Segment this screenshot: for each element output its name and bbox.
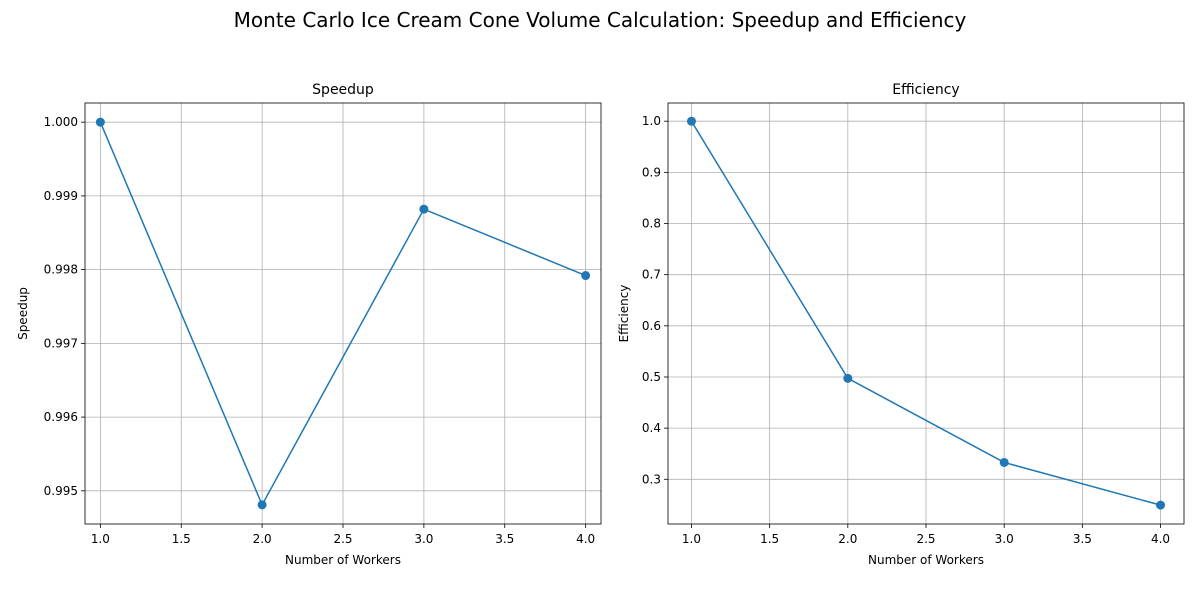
chart-1-x-tick-label: 4.0 [576, 532, 595, 546]
chart-1: 1.0 1.5 2.0 2.5 3.0 3.5 4.0 0.995 0.996 0.997 0.99… [16, 82, 602, 567]
chart-2-data-point [686, 116, 696, 126]
chart-1-x-tick-label: 2.0 [253, 532, 272, 546]
chart-1-x-tick-label: 3.5 [495, 532, 514, 546]
chart-2-x-tick-label: 1.5 [760, 532, 779, 546]
chart-2-x-tick-label: 1.0 [682, 532, 701, 546]
chart-1-x-tick-label: 3.0 [414, 532, 433, 546]
chart-2-x-tick-label: 4.0 [1151, 532, 1170, 546]
chart-2-x-tick-label: 2.5 [916, 532, 935, 546]
chart-1-y-tick-label: 0.999 [44, 189, 78, 203]
chart-2-x-tick-label: 3.5 [1073, 532, 1092, 546]
chart-1-data-point [419, 204, 429, 214]
chart-2-data-point [843, 373, 853, 383]
chart-2-y-tick-label: 0.3 [642, 472, 661, 486]
chart-1-data-point [257, 500, 267, 510]
chart-2-y-tick-label: 0.8 [642, 217, 661, 231]
chart-2-x-tick-label: 2.0 [838, 532, 857, 546]
chart-1-y-tick-label: 0.996 [44, 410, 78, 424]
chart-2-title: Efficiency [892, 82, 959, 98]
figure-title: Monte Carlo Ice Cream Cone Volume Calcul… [233, 8, 967, 32]
chart-2-ylabel: Efficiency [617, 285, 631, 343]
chart-1-title: Speedup [312, 82, 374, 98]
chart-2-y-tick-label: 0.7 [642, 268, 661, 282]
chart-2-xlabel: Number of Workers [868, 553, 984, 567]
chart-1-x-tick-label: 1.0 [91, 532, 110, 546]
chart-2-x-tick-label: 3.0 [995, 532, 1014, 546]
chart-1-y-tick-label: 0.998 [44, 263, 78, 277]
chart-1-y-tick-label: 0.995 [44, 484, 78, 498]
chart-2-y-tick-label: 1.0 [642, 114, 661, 128]
chart-1-ylabel: Speedup [16, 287, 30, 340]
chart-2: 1.0 1.5 2.0 2.5 3.0 3.5 4.0 0.3 0.4 0.5 0.6 0.7 0.8 0… [617, 82, 1185, 567]
chart-2-y-tick-label: 0.5 [642, 370, 661, 384]
chart-1-x-tick-label: 1.5 [172, 532, 191, 546]
chart-2-y-tick-label: 0.4 [642, 421, 661, 435]
chart-2-y-tick-label: 0.9 [642, 165, 661, 179]
chart-1-y-tick-label: 0.997 [44, 336, 78, 350]
chart-2-y-tick-label: 0.6 [642, 319, 661, 333]
chart-1-series-line [99, 121, 586, 507]
chart-1-data-point [95, 117, 105, 127]
chart-1-xlabel: Number of Workers [285, 553, 401, 567]
chart-1-y-tick-label: 1.000 [44, 115, 78, 129]
chart-2-data-point [1156, 500, 1166, 510]
chart-2-series-line [690, 120, 1161, 506]
chart-2-data-point [999, 457, 1009, 467]
chart-1-x-tick-label: 2.5 [333, 532, 352, 546]
chart-1-data-point [581, 271, 591, 281]
